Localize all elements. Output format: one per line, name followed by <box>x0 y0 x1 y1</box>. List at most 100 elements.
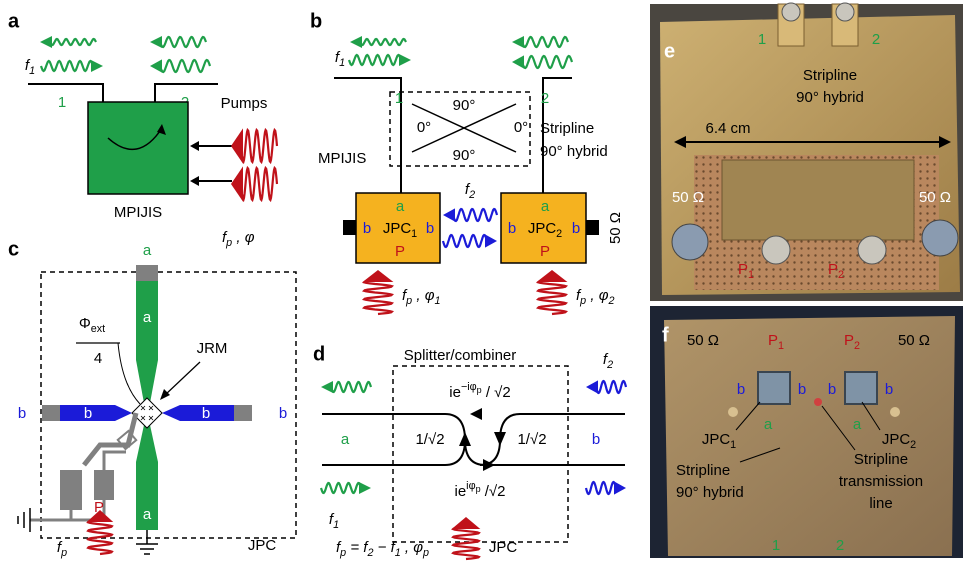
flux-denominator: 4 <box>94 350 102 367</box>
panel-label: b <box>310 10 322 32</box>
port-label: a <box>396 198 405 215</box>
wave <box>49 37 97 47</box>
port-label: b <box>18 405 26 422</box>
port-label: b <box>885 381 893 398</box>
title: Splitter/combiner <box>404 347 517 364</box>
text-part: f <box>576 287 582 304</box>
port-label: P <box>395 243 405 260</box>
port-label: 1 <box>395 90 403 107</box>
text-part: ie <box>449 384 461 401</box>
pump-label: fp , φ2 <box>576 287 615 307</box>
panel-e: e 1 2 Stripline 90° hybrid 6.4 cm 50 Ω 5… <box>650 2 963 301</box>
jpc-label: JPC1 <box>383 220 417 240</box>
connector <box>761 235 791 265</box>
panel-a: a f1 1 2 MPIJIS Pumps fp , φ <box>8 10 267 249</box>
port-label: 1 <box>758 31 766 48</box>
device-label: JPC <box>489 539 518 556</box>
text-part: f <box>465 181 471 198</box>
line <box>322 413 625 466</box>
connector <box>781 2 801 22</box>
script-part: 2 <box>854 340 860 352</box>
wave-arrow <box>586 379 628 395</box>
arrow-head <box>321 381 333 393</box>
text-part: ie <box>454 483 466 500</box>
script-part: p <box>579 295 586 307</box>
panel-label: f <box>662 324 669 346</box>
wave <box>584 480 618 496</box>
text-part: f <box>603 351 609 368</box>
wave-arrow <box>321 380 373 394</box>
wave <box>239 127 279 165</box>
line-label: line <box>869 495 892 512</box>
resonator-arm <box>162 405 234 421</box>
angle: 90° <box>453 97 476 114</box>
arrow-head <box>157 124 166 135</box>
arrow-head <box>359 482 371 494</box>
script-part: 2 <box>556 228 562 240</box>
port-label: 2 <box>872 31 880 48</box>
jpc-chip <box>844 371 878 405</box>
port-label: b <box>798 381 806 398</box>
arrow <box>107 127 163 151</box>
freq-label: f1 <box>25 57 35 77</box>
pump-line <box>82 412 139 467</box>
arrow-head <box>485 234 497 248</box>
script-part: p <box>477 385 482 395</box>
arrow-head <box>483 459 495 471</box>
jpc-label: JPC1 <box>702 431 736 451</box>
wave <box>451 207 499 223</box>
pointer <box>739 447 781 463</box>
arrow-head <box>91 60 103 72</box>
line <box>334 77 402 193</box>
wave-arrow <box>443 207 499 223</box>
jpc-boundary <box>40 271 297 539</box>
freq-label: f2 <box>603 351 613 371</box>
wave <box>359 37 407 47</box>
jrm-label: JRM <box>197 340 228 357</box>
script-part: 1 <box>748 269 754 281</box>
wave <box>239 165 279 203</box>
script-part: 1 <box>339 57 345 69</box>
via <box>814 398 822 406</box>
termination-label: 50 Ω <box>607 212 624 244</box>
device-label: MPIJIS <box>318 150 366 167</box>
text-part: JPC <box>383 220 412 237</box>
text-part: JPC <box>702 431 731 448</box>
script-part: 2 <box>607 295 614 307</box>
text-part: JPC <box>528 220 557 237</box>
script-part: 2 <box>366 547 373 559</box>
wave-arrow <box>441 233 497 249</box>
wave <box>451 525 481 561</box>
wave <box>520 35 570 49</box>
line <box>411 103 517 153</box>
wave <box>319 481 363 495</box>
wave-arrow <box>451 517 481 561</box>
arrow-head <box>190 141 199 151</box>
line <box>154 83 218 102</box>
script-part: 2 <box>838 269 844 281</box>
jpc-box <box>355 192 441 264</box>
text-part: f <box>336 539 342 556</box>
port-label: a <box>143 242 152 259</box>
port-label: a <box>341 431 350 448</box>
panel-label: e <box>664 40 675 62</box>
wave-arrow <box>150 58 212 74</box>
text-part: = f <box>346 539 369 556</box>
script-part: 1 <box>730 439 736 451</box>
angle: 0° <box>514 119 528 136</box>
hybrid-label: 90° hybrid <box>676 484 744 501</box>
text-part: P <box>738 261 748 278</box>
script-part: p <box>422 547 429 559</box>
jpc-label: JPC2 <box>528 220 562 240</box>
hybrid-label: 90° hybrid <box>796 89 864 106</box>
pointer <box>821 405 856 451</box>
wave-arrow <box>231 165 279 203</box>
port-label: b <box>828 381 836 398</box>
port-label: 2 <box>541 90 549 107</box>
text-part: P <box>828 261 838 278</box>
panel-f: f 50 Ω P1 P2 50 Ω b b b b a a JPC1 JPC2 … <box>650 306 963 558</box>
script-part: 2 <box>606 359 613 371</box>
termination <box>586 220 599 235</box>
arrow-head <box>459 432 471 446</box>
coupler <box>116 429 138 451</box>
